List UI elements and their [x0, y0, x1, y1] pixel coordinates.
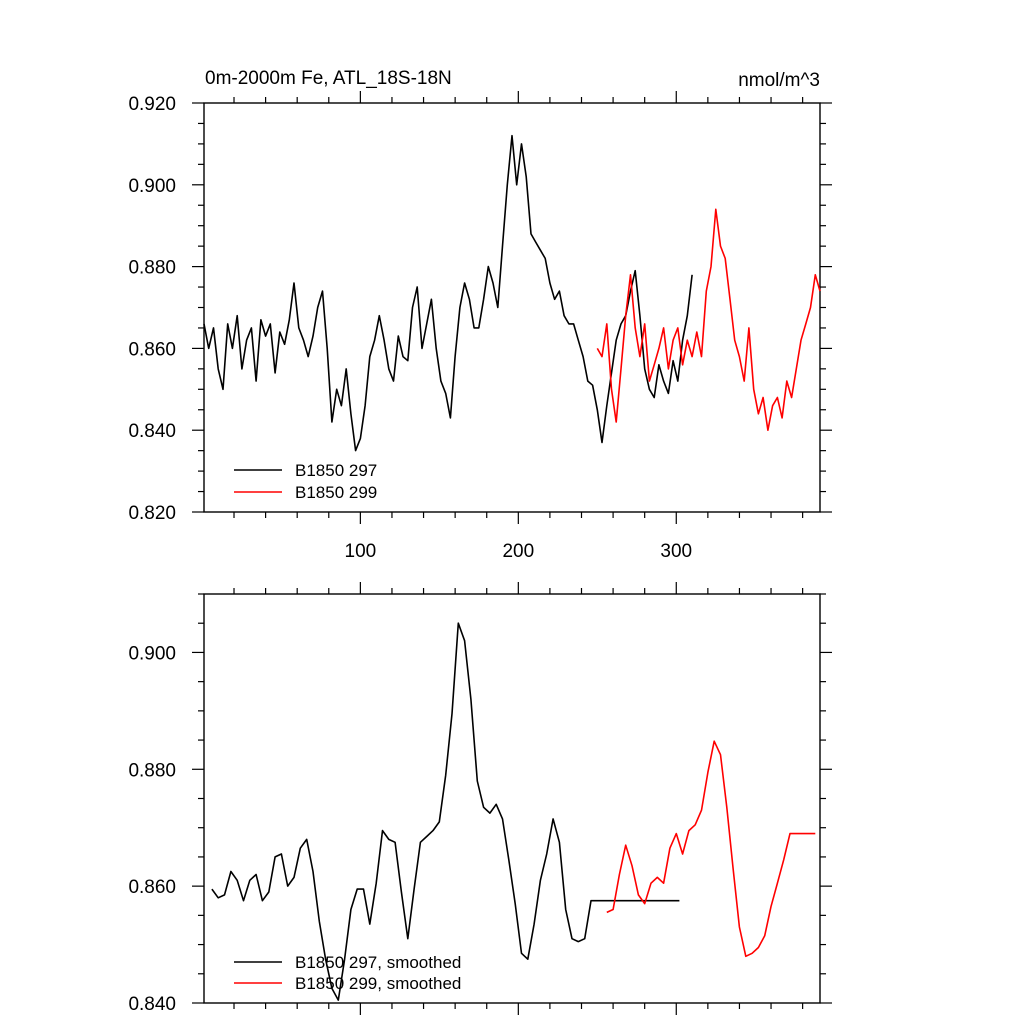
y-tick-label: 0.860 [128, 877, 176, 898]
data-lines [203, 134, 821, 452]
y-tick-label: 0.840 [128, 994, 176, 1015]
legend: B1850 297 B1850 299 [234, 461, 377, 502]
x-tick-label: 300 [660, 541, 692, 562]
legend-label: B1850 297 [295, 461, 377, 480]
y-tick-label: 0.880 [128, 258, 176, 279]
y-tick-labels: 0.820 0.840 0.860 0.880 0.900 0.920 [128, 94, 176, 524]
bottom-chart-panel: 0.840 0.860 0.880 0.900 B1850 297, smoothed… [128, 582, 832, 1015]
y-tick-label: 0.860 [128, 339, 176, 360]
chart-title: 0m-2000m Fe, ATL_18S-18N [205, 68, 452, 89]
y-tick-label: 0.920 [128, 94, 176, 115]
legend: B1850 297, smoothed B1850 299, smoothed [234, 953, 461, 993]
top-chart-panel: 0m-2000m Fe, ATL_18S-18N nmol/m^3 0.8200… [128, 68, 832, 562]
units-label: nmol/m^3 [738, 70, 820, 91]
legend-label: B1850 299, smoothed [295, 974, 461, 993]
y-tick-label: 0.900 [128, 643, 176, 664]
y-tick-labels: 0.840 0.860 0.880 0.900 [128, 643, 176, 1015]
legend-label: B1850 297, smoothed [295, 953, 461, 972]
x-tick-label: 100 [345, 541, 377, 562]
plot-frame [203, 593, 821, 1004]
series-line-black [203, 134, 693, 452]
x-tick-labels: 100 200 300 [345, 541, 693, 562]
data-lines [211, 622, 816, 1001]
y-tick-label: 0.840 [128, 421, 176, 442]
legend-label: B1850 299 [295, 483, 377, 502]
axis-ticks [192, 91, 832, 524]
series-line-black [211, 622, 680, 1001]
y-tick-label: 0.820 [128, 503, 176, 524]
y-tick-label: 0.900 [128, 176, 176, 197]
series-line-red [606, 740, 816, 958]
axis-ticks [192, 582, 832, 1015]
series-line-red [596, 208, 821, 432]
x-tick-label: 200 [502, 541, 534, 562]
y-tick-label: 0.880 [128, 760, 176, 781]
